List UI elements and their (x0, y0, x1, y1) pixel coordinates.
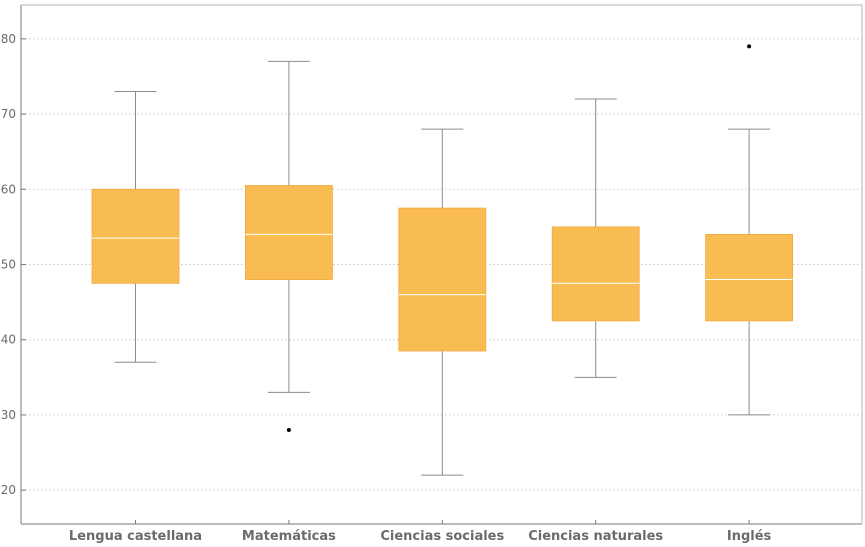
box (705, 234, 793, 322)
y-tick-label: 20 (1, 483, 16, 497)
box (551, 226, 640, 322)
x-tick-label: Inglés (727, 529, 772, 543)
box (91, 188, 180, 284)
x-tick-label: Lengua castellana (69, 529, 202, 543)
y-tick-label: 40 (1, 333, 16, 347)
y-tick-label: 60 (1, 182, 16, 196)
x-tick-label: Matemáticas (242, 529, 336, 543)
outlier-point (747, 44, 752, 49)
y-tick-label: 30 (1, 408, 16, 422)
x-tick-label: Ciencias naturales (528, 529, 663, 543)
outlier-point (286, 427, 291, 432)
y-tick-label: 80 (1, 32, 16, 46)
box (244, 185, 333, 280)
box (398, 207, 487, 352)
x-tick-label: Ciencias sociales (380, 529, 504, 543)
y-tick-label: 50 (1, 258, 16, 272)
y-tick-label: 70 (1, 107, 16, 121)
